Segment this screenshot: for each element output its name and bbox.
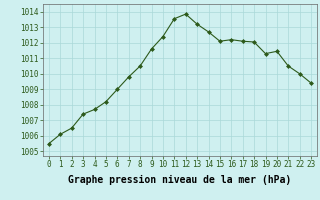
X-axis label: Graphe pression niveau de la mer (hPa): Graphe pression niveau de la mer (hPa) <box>68 175 292 185</box>
